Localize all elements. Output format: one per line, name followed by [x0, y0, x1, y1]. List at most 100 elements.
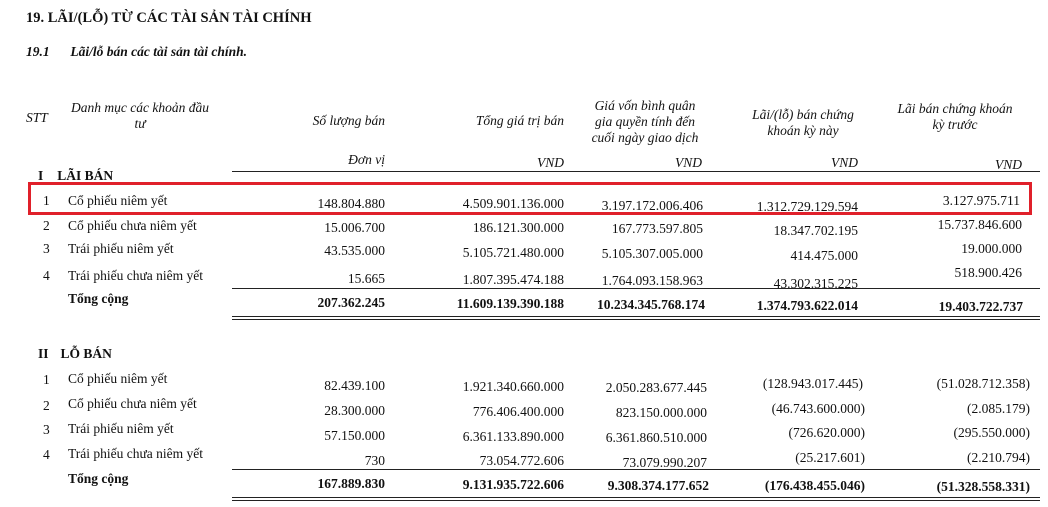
table-cell: 4 [43, 447, 50, 462]
unit-quantity: Đơn vị [348, 152, 385, 167]
section1-label: I LÃI BÁN [38, 168, 113, 184]
table-cell: Cổ phiếu chưa niêm yết [68, 218, 197, 233]
unit-gain-current: VND [831, 155, 858, 170]
table-cell: 10.234.345.768.174 [597, 297, 705, 312]
table-cell: 167.889.830 [317, 476, 386, 491]
section1-bottom-rule-1 [232, 316, 1040, 317]
table-cell: LÃI BÁN [57, 168, 114, 183]
table-cell: 1 [43, 372, 50, 387]
header-gain-current: Lãi/(lỗ) bán chứng khoán kỳ này [730, 107, 876, 139]
table-cell: Trái phiếu chưa niêm yết [68, 446, 204, 461]
table-cell: LỖ BÁN [60, 346, 112, 361]
table-cell: kỳ trước [932, 117, 978, 132]
table-cell: Cổ phiếu niêm yết [68, 371, 168, 386]
section2-bottom-rule-2 [232, 500, 1040, 501]
table-cell: I [38, 168, 44, 183]
section1-total-divider [232, 288, 1040, 289]
table-cell: Tổng cộng [68, 291, 129, 306]
table-cell: cuối ngày giao dịch [591, 130, 699, 145]
table-cell: 11.609.139.390.188 [456, 296, 564, 311]
table-cell: tư [134, 116, 146, 131]
table-cell: 9.131.935.722.606 [462, 477, 564, 492]
table-cell: Cổ phiếu niêm yết [68, 193, 168, 208]
unit-gain-previous: VND [995, 157, 1022, 172]
table-cell: 82.439.100 [324, 378, 385, 393]
header-stt: STT [26, 110, 48, 125]
table-cell: 28.300.000 [324, 403, 385, 418]
table-cell: 15.737.846.600 [937, 217, 1022, 232]
table-cell: Lãi/(lỗ) bán chứng [752, 107, 854, 122]
table-cell: 5.105.307.005.000 [601, 246, 703, 261]
table-cell: 15.665 [347, 271, 385, 286]
table-cell: Trái phiếu chưa niêm yết [68, 268, 204, 283]
table-cell: 6.361.133.890.000 [462, 429, 564, 444]
table-cell: Cổ phiếu chưa niêm yết [68, 396, 197, 411]
table-cell: Trái phiếu niêm yết [68, 421, 174, 436]
table-cell: 148.804.880 [317, 196, 386, 211]
table-cell: 1.374.793.622.014 [756, 298, 858, 313]
header-category: Danh mục các khoản đầu tư [60, 100, 220, 132]
table-cell: (176.438.455.046) [764, 478, 865, 493]
table-cell: khoán kỳ này [767, 123, 839, 138]
table-cell: 1.764.093.158.963 [601, 273, 703, 288]
table-cell: 3 [43, 422, 50, 437]
table-cell: 18.347.702.195 [773, 223, 858, 238]
header-divider [232, 171, 1040, 172]
table-cell: 6.361.860.510.000 [605, 430, 707, 445]
table-cell: 2.050.283.677.445 [605, 380, 707, 395]
table-cell: 167.773.597.805 [611, 221, 703, 236]
table-cell: (25.217.601) [795, 450, 865, 465]
table-cell: 73.079.990.207 [622, 455, 707, 470]
table-cell: 5.105.721.480.000 [462, 245, 564, 260]
unit-cost: VND [675, 155, 702, 170]
table-cell: II [38, 346, 49, 361]
table-cell: 3.197.172.006.406 [601, 198, 703, 213]
section-title: 19. LÃI/(LỖ) TỪ CÁC TÀI SẢN TÀI CHÍNH [26, 10, 312, 26]
table-cell: 3 [43, 241, 50, 256]
table-cell: 73.054.772.606 [479, 453, 564, 468]
table-cell: (2.210.794) [967, 450, 1030, 465]
table-cell: (51.328.558.331) [936, 479, 1030, 494]
table-cell: 518.900.426 [954, 265, 1023, 280]
table-cell: (128.943.017.445) [762, 376, 863, 391]
table-cell: gia quyền tính đến [594, 114, 696, 129]
subsection-number: 19.1 [26, 44, 50, 59]
table-cell: 9.308.374.177.652 [607, 478, 709, 493]
table-cell: Lãi bán chứng khoán [897, 101, 1013, 116]
table-cell: (46.743.600.000) [771, 401, 865, 416]
header-cost: Giá vốn bình quân gia quyền tính đến cuối … [570, 98, 720, 146]
header-quantity: Số lượng bán [312, 113, 385, 128]
table-cell: (51.028.712.358) [936, 376, 1030, 391]
table-cell: 2 [43, 398, 50, 413]
table-cell: 1.312.729.129.594 [756, 199, 858, 214]
table-cell: 3.127.975.711 [942, 193, 1020, 208]
table-cell: 823.150.000.000 [615, 405, 707, 420]
header-total-value: Tổng giá trị bán [475, 113, 564, 128]
table-cell: 414.475.000 [790, 248, 859, 263]
header-gain-previous: Lãi bán chứng khoán kỳ trước [880, 101, 1030, 133]
table-cell: 57.150.000 [324, 428, 385, 443]
table-cell: 15.006.700 [324, 220, 385, 235]
table-cell: Tổng cộng [68, 471, 129, 486]
subsection-text: Lãi/lỗ bán các tài sản tài chính. [70, 44, 248, 59]
table-cell: 186.121.300.000 [472, 220, 564, 235]
table-cell: 19.000.000 [961, 241, 1022, 256]
table-cell: 1.921.340.660.000 [462, 379, 564, 394]
table-cell: Danh mục các khoản đầu [71, 100, 209, 115]
table-cell: 19.403.722.737 [938, 299, 1023, 314]
table-cell: 43.535.000 [324, 243, 385, 258]
table-cell: (295.550.000) [953, 425, 1031, 440]
table-cell: (2.085.179) [967, 401, 1030, 416]
highlight-box [28, 182, 1032, 215]
table-cell: 2 [43, 218, 50, 233]
subsection-title: 19.1 Lãi/lỗ bán các tài sản tài chính. [26, 44, 247, 60]
table-cell: 1.807.395.474.188 [462, 272, 564, 287]
table-cell: 207.362.245 [317, 295, 386, 310]
section2-bottom-rule-1 [232, 497, 1040, 498]
table-cell: (726.620.000) [788, 425, 866, 440]
section2-label: II LỖ BÁN [38, 346, 112, 362]
table-cell: 4.509.901.136.000 [462, 196, 564, 211]
table-cell: Giá vốn bình quân [594, 98, 696, 113]
section2-total-divider [232, 469, 1040, 470]
table-cell: 776.406.400.000 [472, 404, 564, 419]
